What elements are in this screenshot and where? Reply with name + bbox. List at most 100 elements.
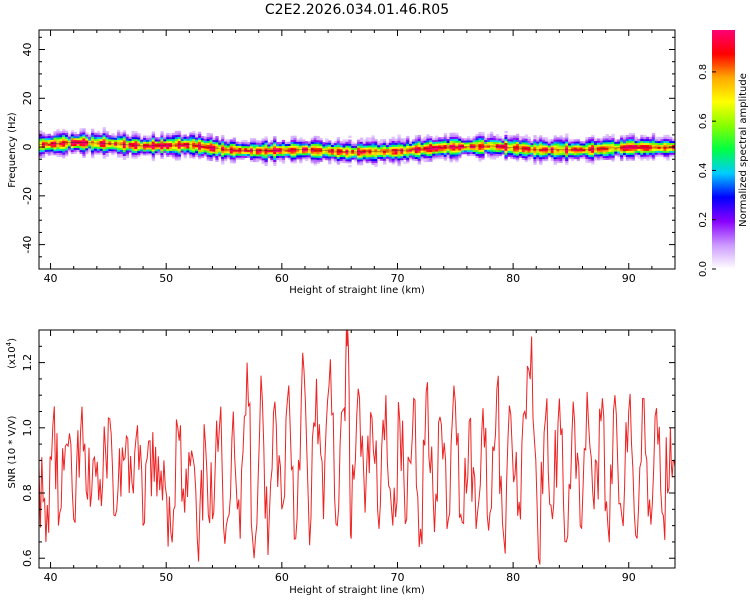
spectrogram-cell — [336, 148, 341, 152]
spectrogram-cell — [273, 138, 277, 141]
spectrogram-cell — [602, 155, 607, 159]
spectrogram-cell — [250, 140, 254, 143]
spectrogram-cell — [608, 147, 612, 150]
spectrogram-cell — [250, 155, 254, 159]
spectrogram-cell — [171, 152, 176, 155]
spectrogram-cell — [596, 146, 601, 149]
spectrogram-cell — [429, 143, 433, 147]
spectrogram-cell — [88, 136, 92, 139]
spectrogram-x-axis-label: Height of straight line (km) — [289, 285, 425, 296]
spectrogram-cell — [44, 149, 49, 152]
spectrogram-cell — [643, 152, 647, 155]
spectrogram-cell — [391, 148, 395, 151]
spectrogram-cell — [339, 156, 343, 160]
spectrogram-cell — [105, 135, 109, 138]
spectrogram-cell — [663, 136, 667, 140]
spectrogram-cell — [403, 149, 407, 153]
spectrogram-cell — [328, 142, 332, 145]
spectrogram-cell — [383, 148, 387, 152]
spectrogram-cell — [122, 136, 127, 139]
spectrogram-cell — [307, 156, 312, 160]
spectrogram-cell — [591, 154, 595, 157]
spectrogram-cell — [608, 139, 612, 143]
spectrogram-cell — [550, 143, 554, 146]
spectrogram-cell — [475, 145, 479, 149]
spectrogram-cell — [296, 143, 300, 146]
spectrogram-cell — [669, 140, 673, 144]
spectrogram-cell — [186, 142, 190, 145]
spectrogram-cell — [374, 158, 378, 161]
spectrogram-cell — [617, 154, 621, 158]
spectrogram-cell — [313, 159, 317, 162]
spectrogram-cell — [238, 155, 242, 158]
spectrogram-cell — [345, 151, 349, 154]
spectrogram-cell — [215, 138, 219, 141]
spectrogram-cell — [631, 148, 635, 151]
spectrogram-cell — [432, 153, 436, 156]
spectrogram-cell — [85, 144, 89, 147]
spectrogram-cell — [166, 146, 170, 150]
spectrogram-cell — [478, 159, 482, 162]
spectrogram-cell — [435, 141, 439, 144]
spectrogram-cell — [640, 150, 644, 153]
spectrogram-cell — [544, 149, 549, 152]
spectrogram-cell — [530, 154, 534, 157]
spectrogram-cell — [472, 138, 476, 141]
spectrogram-cell — [287, 143, 291, 146]
spectrogram-cell — [429, 145, 433, 149]
spectrogram-cell — [640, 156, 644, 159]
spectrogram-cell — [651, 138, 656, 142]
spectrogram-cell — [521, 138, 526, 141]
spectrogram-cell — [533, 146, 537, 150]
spectrogram-cell — [513, 156, 517, 160]
spectrogram-cell — [232, 149, 236, 152]
spectrogram-cell — [414, 154, 419, 158]
spectrogram-cell — [229, 147, 234, 150]
spectrogram-cell — [669, 144, 673, 147]
spectrogram-cell — [518, 155, 523, 158]
spectrogram-cell — [397, 134, 401, 137]
spectrogram-cell — [244, 147, 248, 151]
spectrogram-cell — [426, 145, 430, 149]
spectrogram-cell — [348, 149, 352, 152]
spectrogram-cell — [62, 144, 66, 147]
spectrogram-cell — [651, 132, 656, 136]
spectrogram-cell — [307, 145, 312, 148]
spectrogram-cell — [56, 133, 60, 136]
spectrogram-cell — [504, 158, 508, 161]
spectrogram-cell — [88, 138, 92, 141]
spectrogram-cell — [487, 151, 491, 154]
spectrogram-cell — [160, 142, 164, 146]
spectrogram-cell — [229, 160, 234, 164]
spectrogram-cell — [388, 138, 393, 142]
spectrogram-cell — [487, 143, 491, 146]
spectrogram-cell — [273, 159, 277, 162]
spectrogram-cell — [65, 152, 69, 155]
spectrogram-cell — [501, 146, 505, 149]
spectrogram-cell — [119, 153, 124, 156]
spectrogram-cell — [261, 154, 265, 157]
spectrogram-cell — [174, 158, 179, 161]
spectrogram-cell — [255, 152, 260, 155]
spectrogram-cell — [388, 150, 393, 153]
spectrogram-cell — [611, 151, 615, 154]
spectrogram-cell — [573, 139, 578, 142]
spectrogram-y-tick-label: 40 — [21, 43, 34, 57]
spectrogram-cell — [547, 152, 552, 156]
spectrogram-cell — [186, 152, 190, 155]
spectrogram-cell — [145, 147, 150, 150]
spectrogram-cell — [206, 134, 210, 138]
spectrogram-cell — [198, 147, 202, 150]
spectrogram-cell — [559, 160, 563, 164]
spectrogram-ridge — [38, 141, 675, 153]
spectrogram-cell — [634, 154, 638, 157]
spectrogram-cell — [244, 155, 248, 158]
spectrogram-x-tick-label: 60 — [275, 272, 289, 285]
spectrogram-cell — [614, 145, 618, 148]
spectrogram-cell — [166, 144, 170, 148]
spectrogram-cell — [492, 135, 497, 139]
spectrogram-cell — [648, 156, 653, 159]
spectrogram-cell — [59, 148, 63, 151]
spectrogram-cell — [492, 145, 497, 148]
spectrogram-cell — [339, 158, 343, 161]
